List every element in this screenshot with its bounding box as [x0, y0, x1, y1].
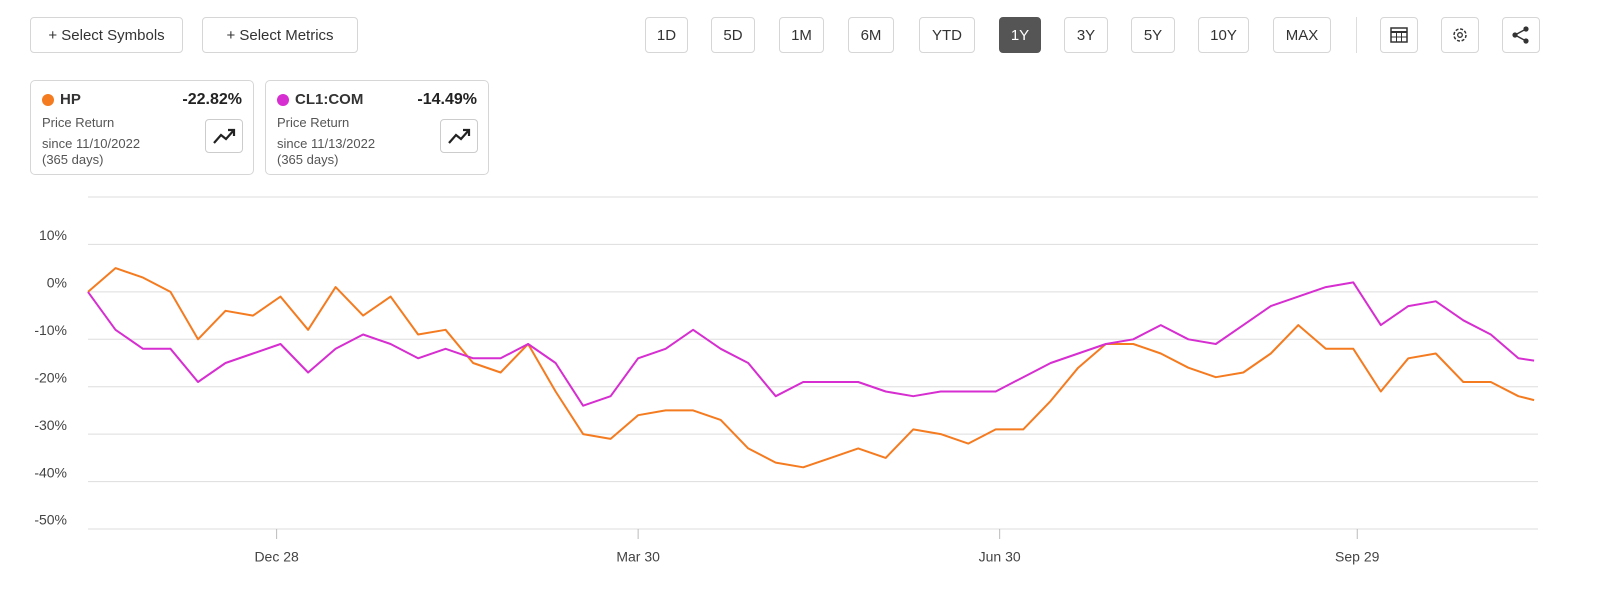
y-tick-label: -30%	[34, 417, 67, 433]
series-dot	[42, 93, 54, 106]
share-icon	[1512, 26, 1529, 44]
change-value: -22.82%	[182, 91, 242, 108]
x-tick-label: Mar 30	[616, 549, 660, 565]
series-label: HP	[42, 91, 81, 108]
days-label: (365 days)	[42, 152, 104, 167]
y-tick-label: -20%	[34, 369, 67, 385]
series-name: CL1:COM	[295, 91, 364, 108]
trend-button[interactable]	[440, 119, 478, 153]
range-button[interactable]: 1M	[779, 17, 824, 53]
x-tick-label: Sep 29	[1335, 549, 1380, 565]
legend-card: CL1:COM -14.49% Price Return since 11/13/20…	[265, 80, 489, 175]
legend-card: HP -22.82% Price Return since 11/10/2022 (36…	[30, 80, 254, 175]
divider	[1356, 17, 1357, 53]
y-tick-label: -10%	[34, 322, 67, 338]
y-tick-label: 0%	[47, 275, 67, 291]
table-button[interactable]	[1380, 17, 1418, 53]
range-button[interactable]: 5D	[711, 17, 755, 53]
y-tick-label: 10%	[39, 227, 67, 243]
table-icon	[1390, 27, 1408, 43]
trend-icon	[448, 128, 471, 144]
y-tick-label: -50%	[34, 512, 67, 528]
range-button[interactable]: YTD	[919, 17, 975, 53]
series-label: CL1:COM	[277, 91, 363, 108]
range-button[interactable]: 5Y	[1131, 17, 1175, 53]
days-label: (365 days)	[277, 152, 339, 167]
trend-icon	[213, 128, 236, 144]
since-label: since 11/13/2022	[277, 136, 376, 151]
change-value: -14.49%	[417, 91, 477, 108]
trend-button[interactable]	[205, 119, 243, 153]
range-button[interactable]: 6M	[848, 17, 894, 53]
series-line	[87, 281, 1535, 407]
y-tick-label: -40%	[34, 464, 67, 480]
range-button[interactable]: 10Y	[1198, 17, 1249, 53]
since-label: since 11/10/2022	[42, 136, 141, 151]
gear-icon	[1453, 28, 1467, 42]
range-button[interactable]: 1D	[645, 17, 688, 53]
share-button[interactable]	[1502, 17, 1540, 53]
x-tick-label: Dec 28	[254, 549, 299, 565]
range-button[interactable]: 1Y	[999, 17, 1041, 53]
settings-button[interactable]	[1441, 17, 1479, 53]
series-name: HP	[60, 91, 81, 108]
range-button[interactable]: MAX	[1273, 17, 1331, 53]
metric-label: Price Return	[42, 115, 115, 130]
series-dot	[277, 93, 289, 106]
metric-label: Price Return	[277, 115, 350, 130]
select-symbols-button[interactable]: + Select Symbols	[30, 17, 183, 53]
series-line	[87, 267, 1535, 469]
x-tick-label: Jun 30	[979, 549, 1021, 565]
select-metrics-button[interactable]: + Select Metrics	[202, 17, 358, 53]
range-button[interactable]: 3Y	[1064, 17, 1108, 53]
